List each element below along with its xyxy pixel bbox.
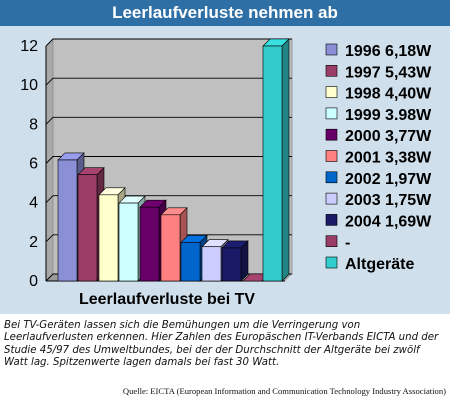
page-title: Leerlaufverluste nehmen ab [0, 0, 450, 26]
legend-swatch [325, 171, 338, 184]
y-tick-label: 6 [29, 156, 38, 173]
bar-front [98, 194, 119, 282]
bar-front [201, 246, 222, 282]
legend-swatch [325, 43, 338, 56]
legend-swatch [325, 150, 338, 162]
legend-label: 1999 3.98W [345, 107, 432, 124]
legend-label: 1996 6,18W [345, 43, 432, 60]
gridline [45, 38, 292, 47]
gridline [45, 77, 292, 86]
chart-caption: Bei TV-Geräten lassen sich die Bemühunge… [4, 320, 439, 369]
bar-front [262, 45, 283, 282]
bar-front [221, 247, 242, 282]
legend-swatch [325, 86, 338, 98]
bar-side [281, 38, 290, 282]
bar [221, 240, 249, 282]
legend-label: 2002 1,97W [345, 171, 432, 188]
legend-label: 2003 1,75W [345, 192, 432, 209]
bar-front [118, 202, 139, 282]
gridline [45, 195, 292, 203]
bar-front [57, 159, 78, 282]
bar-side [240, 240, 249, 282]
legend-swatch [325, 128, 338, 141]
y-tick-label: 12 [20, 38, 38, 55]
legend-label: - [345, 235, 350, 252]
chart-area: 0 2 4 6 8 10 12 Leerlaufverluste bei TV 1996 6,… [0, 26, 450, 314]
legend-label: 1998 4,40W [345, 86, 432, 103]
legend-swatch [325, 256, 338, 269]
source-note: Quelle: EICTA (European Information and … [122, 386, 446, 396]
y-tick-label: 4 [29, 195, 38, 212]
legend-label: 2001 3,38W [345, 150, 432, 167]
legend-swatch [325, 235, 338, 247]
legend-label: 2004 1,69W [345, 213, 432, 230]
x-axis-label: Leerlaufverluste bei TV [79, 291, 255, 308]
gridline [45, 156, 292, 164]
legend-label: Altgeräte [345, 256, 414, 273]
legend-label: 1997 5,43W [345, 64, 432, 81]
bar-front [139, 206, 160, 282]
bar-front [180, 242, 201, 282]
y-tick-label: 2 [29, 234, 38, 251]
bar-front [77, 174, 98, 282]
legend-swatch [325, 214, 338, 226]
bar-front [160, 214, 181, 282]
legend-swatch [325, 107, 338, 120]
legend-swatch [325, 64, 338, 77]
bar [262, 38, 290, 282]
y-tick-label: 8 [29, 116, 38, 133]
gridline [45, 116, 292, 125]
gridline [45, 234, 292, 243]
legend-label: 2000 3,77W [345, 128, 432, 145]
y-tick-label: 0 [29, 273, 38, 290]
y-tick-label: 10 [20, 77, 38, 94]
bar-chart: 0 2 4 6 8 10 12 Leerlaufverluste bei TV 1996 6,… [20, 38, 432, 308]
legend-swatch [325, 192, 338, 205]
